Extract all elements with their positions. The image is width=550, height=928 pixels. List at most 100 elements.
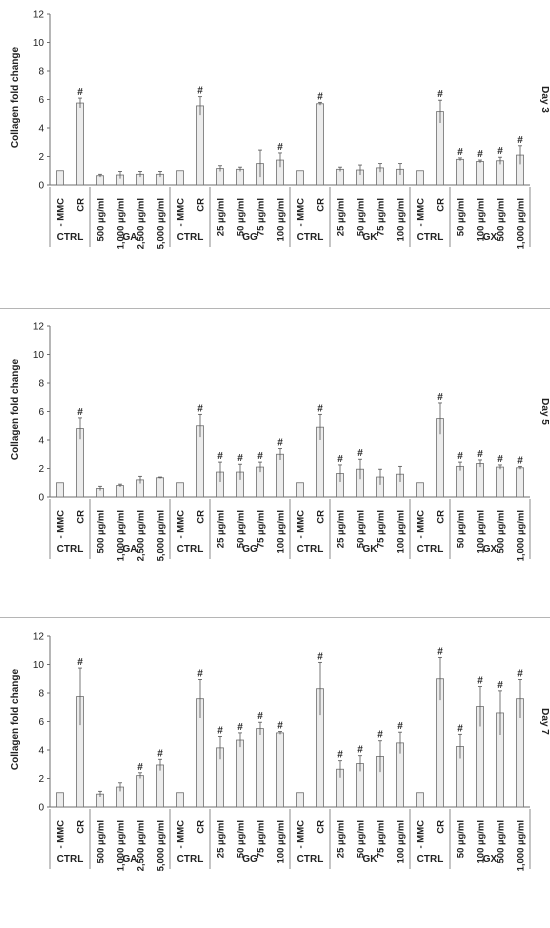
x-tick-label: 1,000 µg/ml <box>116 820 127 871</box>
significance-marker: # <box>317 91 323 102</box>
bar <box>496 466 504 498</box>
group-label: CTRL <box>57 232 84 243</box>
significance-marker: # <box>517 668 523 679</box>
significance-marker: # <box>317 403 323 414</box>
bar <box>516 467 524 498</box>
group-label: CTRL <box>177 854 204 865</box>
x-tick-label: - MMC <box>56 820 67 849</box>
x-tick-label: CR <box>196 510 207 524</box>
day-7-label: Day 7 <box>539 708 550 735</box>
y-tick-label: 6 <box>38 407 44 418</box>
y-axis-title: Collagen fold change <box>10 47 21 149</box>
significance-marker: # <box>437 392 443 403</box>
significance-marker: # <box>497 680 503 691</box>
significance-marker: # <box>477 149 483 160</box>
significance-marker: # <box>257 711 263 722</box>
group-label: CTRL <box>417 544 444 555</box>
significance-marker: # <box>237 722 243 733</box>
x-tick-label: 100 µg/ml <box>476 820 487 864</box>
significance-marker: # <box>457 147 463 158</box>
x-tick-label: 50 µg/ml <box>456 820 467 858</box>
x-tick-label: - MMC <box>296 510 307 539</box>
significance-marker: # <box>357 448 363 459</box>
significance-marker: # <box>357 745 363 756</box>
significance-marker: # <box>277 720 283 731</box>
x-tick-label: CR <box>76 820 87 834</box>
x-tick-label: - MMC <box>56 510 67 539</box>
x-tick-label: - MMC <box>296 198 307 227</box>
group-label: GX <box>483 854 498 865</box>
x-tick-label: CR <box>436 820 447 834</box>
x-tick-label: 500 µg/ml <box>96 510 107 554</box>
group-label: CTRL <box>417 232 444 243</box>
x-tick-label: - MMC <box>176 198 187 227</box>
significance-marker: # <box>497 146 503 157</box>
x-tick-label: 100 µg/ml <box>396 510 407 554</box>
group-label: CTRL <box>297 854 324 865</box>
x-tick-label: 25 µg/ml <box>336 198 347 236</box>
group-label: CTRL <box>297 232 324 243</box>
bar <box>336 168 344 186</box>
x-tick-label: 75 µg/ml <box>256 510 267 548</box>
bar <box>456 465 464 498</box>
x-tick-label: 1,000 µg/ml <box>516 198 527 249</box>
x-tick-label: CR <box>196 820 207 834</box>
group-label: GX <box>483 544 498 555</box>
y-tick-label: 2 <box>38 774 44 785</box>
bar <box>156 477 164 498</box>
y-tick-label: 8 <box>38 67 44 78</box>
group-label: GG <box>242 854 258 865</box>
significance-marker: # <box>457 723 463 734</box>
chart-day-5-svg: 0 2 4 6 8 10 12 Collagen fold change Day 5 - MMC #… <box>10 322 550 562</box>
x-tick-label: 5,000 µg/ml <box>156 820 167 871</box>
y-tick-label: 0 <box>38 181 44 192</box>
bar <box>476 463 484 498</box>
bar <box>76 102 84 186</box>
y-tick-label: 6 <box>38 95 44 106</box>
bar <box>116 485 124 498</box>
bar <box>176 792 184 808</box>
significance-marker: # <box>277 438 283 449</box>
significance-marker: # <box>477 449 483 460</box>
x-tick-label: CR <box>76 510 87 524</box>
significance-marker: # <box>137 762 143 773</box>
group-label: GG <box>242 544 258 555</box>
bar <box>56 170 64 186</box>
bar <box>136 775 144 808</box>
x-tick-label: 50 µg/ml <box>236 198 247 236</box>
y-tick-label: 8 <box>38 379 44 390</box>
x-tick-label: 75 µg/ml <box>376 820 387 858</box>
significance-marker: # <box>437 646 443 657</box>
x-tick-label: 1,000 µg/ml <box>116 510 127 561</box>
x-tick-label: 50 µg/ml <box>356 198 367 236</box>
x-tick-label: 100 µg/ml <box>276 820 287 864</box>
x-tick-label: - MMC <box>416 820 427 849</box>
x-tick-label: 25 µg/ml <box>216 198 227 236</box>
x-tick-label: - MMC <box>416 510 427 539</box>
x-tick-label: 25 µg/ml <box>216 510 227 548</box>
x-tick-label: 100 µg/ml <box>476 510 487 554</box>
y-tick-label: 12 <box>33 632 45 643</box>
x-tick-label: 75 µg/ml <box>376 198 387 236</box>
x-tick-label: 100 µg/ml <box>276 510 287 554</box>
significance-marker: # <box>517 455 523 466</box>
y-tick-label: 6 <box>38 717 44 728</box>
significance-marker: # <box>437 89 443 100</box>
chart-panel-day-3: 0 2 4 6 8 10 12 Collagen fold change Day 3 - MMC #… <box>0 0 550 303</box>
y-tick-label: 10 <box>33 660 45 671</box>
significance-marker: # <box>337 454 343 465</box>
bar <box>496 160 504 186</box>
day-3-label: Day 3 <box>539 86 550 113</box>
y-tick-label: 12 <box>33 322 45 333</box>
bar <box>476 161 484 186</box>
bar <box>456 158 464 186</box>
x-tick-label: CR <box>316 820 327 834</box>
x-tick-label: CR <box>316 198 327 212</box>
x-tick-label: - MMC <box>416 198 427 227</box>
bar <box>416 482 424 498</box>
significance-marker: # <box>517 135 523 146</box>
y-tick-label: 10 <box>33 38 45 49</box>
group-label: CTRL <box>57 544 84 555</box>
x-tick-label: CR <box>436 510 447 524</box>
x-tick-label: CR <box>76 198 87 212</box>
